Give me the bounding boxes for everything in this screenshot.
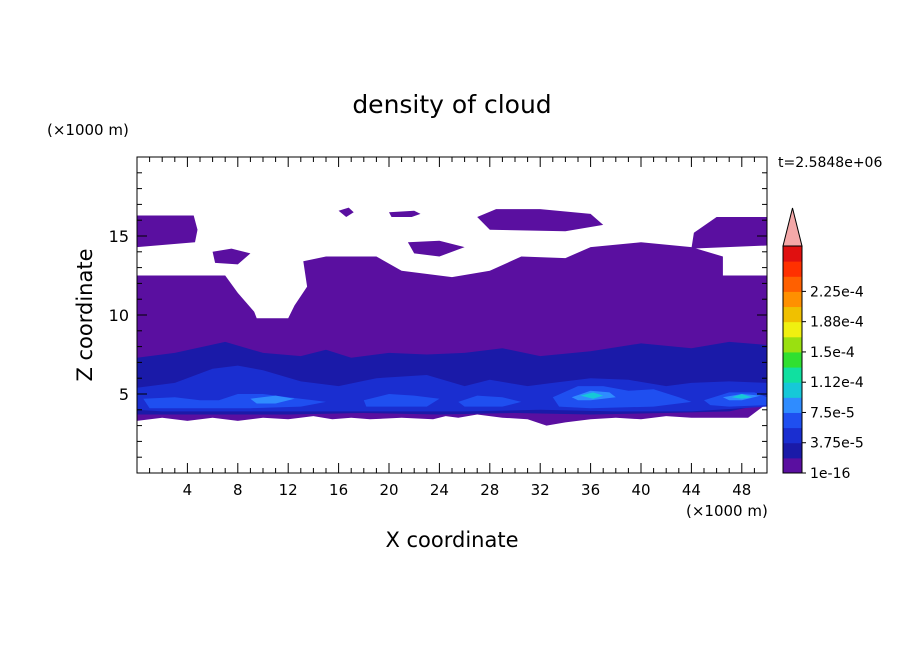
colorbar-segment [783,276,802,292]
x-axis-label: X coordinate [385,528,518,552]
time-label: t=2.5848e+06 [778,155,882,171]
y-axis-unit: (×1000 m) [47,121,129,139]
colorbar-label: 1.5e-4 [810,345,855,361]
colorbar-label: 1.88e-4 [810,315,864,331]
contour-region [407,240,465,257]
colorbar-segment [783,382,802,398]
colorbar: 1e-16 3.75e-5 7.5e-5 1.12e-4 1.5e-4 1.88e-4 2.… [782,207,864,482]
y-tick-label: 15 [109,227,129,246]
contour-region [477,209,604,232]
colorbar-extend-arrow [782,207,803,247]
x-tick-label: 44 [682,481,701,499]
contour-region [580,392,604,399]
colorbar-label: 1.12e-4 [810,375,864,391]
colorbar-segment [783,412,802,429]
colorbar-segment [783,351,802,368]
contour-fills [137,207,767,426]
contour-region [137,215,198,248]
colorbar-segment [783,427,802,444]
x-tick-label: 24 [430,481,449,499]
contour-region [389,210,421,217]
x-tick-label: 16 [329,481,348,499]
colorbar-segment [783,336,802,353]
y-tick-label: 5 [119,385,129,404]
colorbar-label: 3.75e-5 [810,436,864,452]
x-tick-label: 4 [183,481,193,499]
x-tick-label: 8 [233,481,243,499]
x-tick-label: 20 [379,481,398,499]
chart-title: density of cloud [352,90,551,119]
contour-region [552,386,692,409]
contour-region [691,217,767,249]
x-tick-label: 12 [279,481,298,499]
colorbar-segment [783,442,802,459]
contour-region [250,395,295,404]
x-tick-label: 40 [631,481,650,499]
colorbar-segment [783,261,802,277]
x-axis-unit: (×1000 m) [686,502,768,520]
colorbar-segment [783,321,802,338]
contour-region [731,394,752,399]
contour-region [458,395,522,407]
x-tick-label: 28 [480,481,499,499]
colorbar-segment [783,291,802,308]
colorbar-frame [782,245,803,474]
colorbar-segment [783,457,802,474]
y-axis-label: Z coordinate [73,248,97,381]
colorbar-segment [783,246,802,262]
contour-region [338,207,354,217]
colorbar-segment [783,397,802,413]
x-tick-label: 32 [531,481,550,499]
contour-region [363,394,440,407]
contour-region [212,248,251,265]
colorbar-label: 2.25e-4 [810,284,864,300]
x-tick-label: 36 [581,481,600,499]
colorbar-segment [783,306,802,323]
y-tick-label: 10 [109,306,129,325]
x-tick-label: 48 [732,481,751,499]
colorbar-segment [783,367,802,383]
colorbar-label: 1e-16 [810,466,850,482]
colorbar-label: 7.5e-5 [810,405,855,421]
